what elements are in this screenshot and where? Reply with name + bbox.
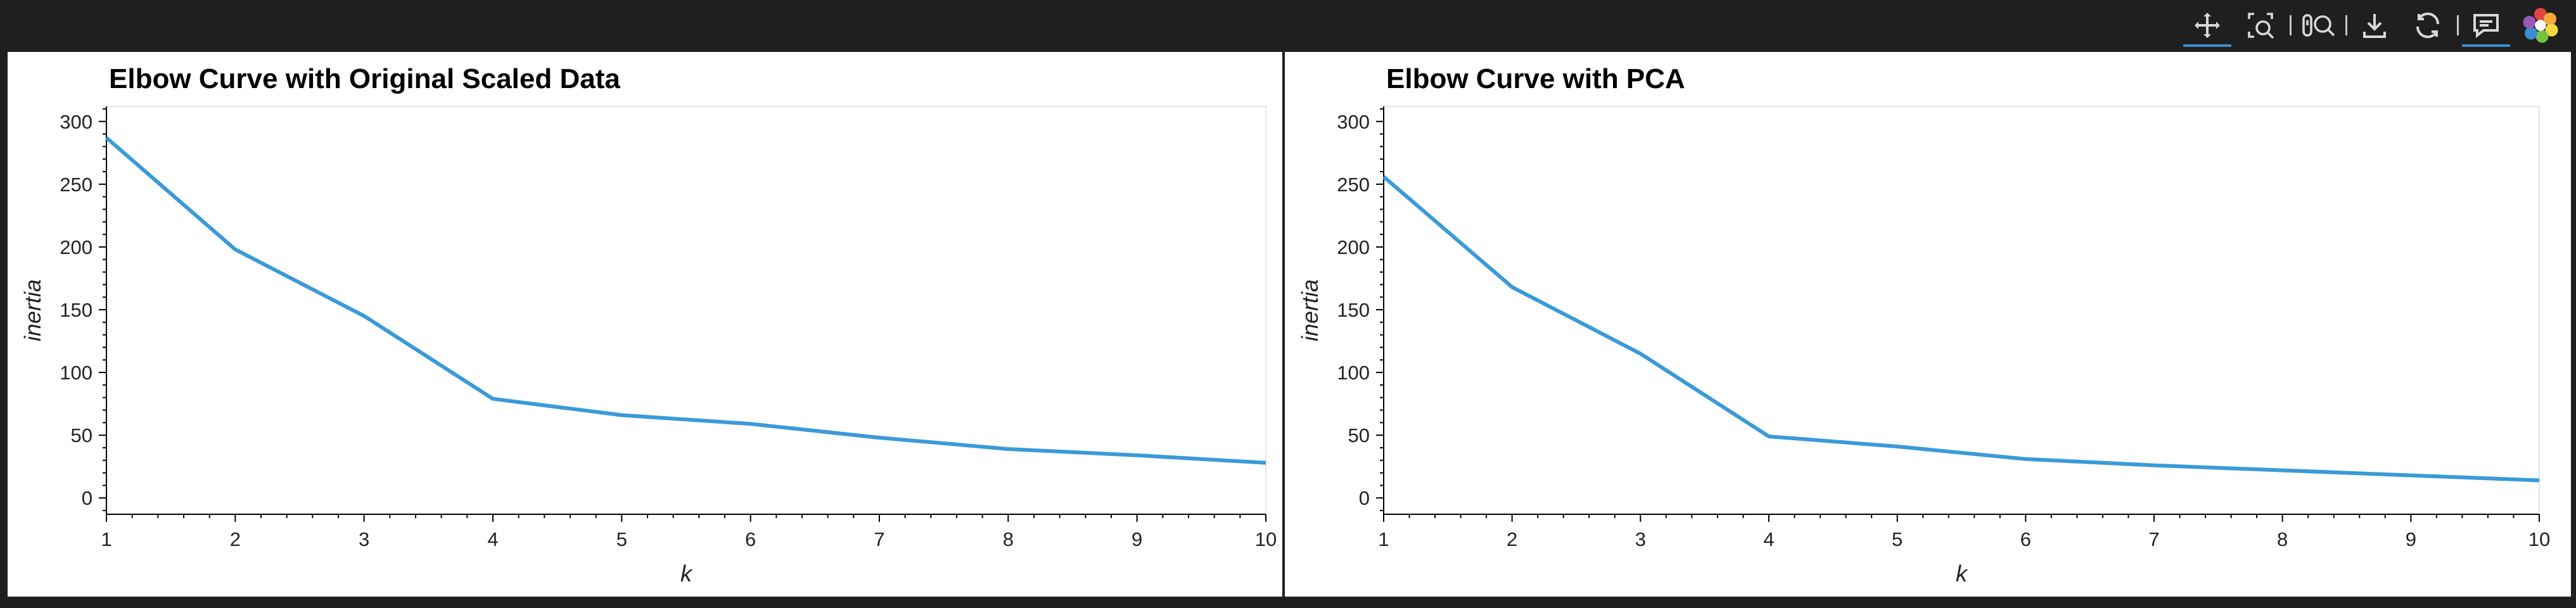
y-tick-label: 0 xyxy=(1359,487,1370,509)
chart-title: Elbow Curve with PCA xyxy=(1386,63,1685,94)
x-tick-label: 5 xyxy=(616,528,627,550)
x-tick-label: 9 xyxy=(1132,528,1142,550)
y-tick-label: 50 xyxy=(1348,424,1370,446)
chart-panel-pca: Elbow Curve with PCA 0 50 100 150 200 250 300 1… xyxy=(1285,52,2571,597)
chart-title: Elbow Curve with Original Scaled Data xyxy=(109,63,620,94)
x-tick-label: 3 xyxy=(1635,528,1646,550)
y-tick-label: 200 xyxy=(60,236,92,258)
y-tick-label: 100 xyxy=(60,362,92,384)
bokeh-logo-icon xyxy=(2523,8,2558,43)
elbow-chart-original[interactable]: 0 50 100 150 200 250 300 1 2 3 4 5 6 7 8 9 10 k inertia xyxy=(8,52,1282,597)
y-axis-label: inertia xyxy=(20,279,46,341)
x-tick-label: 3 xyxy=(359,528,369,550)
x-tick-label: 10 xyxy=(1255,528,1277,550)
x-tick-label: 4 xyxy=(1763,528,1774,550)
y-tick-label: 250 xyxy=(1337,174,1370,196)
x-tick-label: 10 xyxy=(2528,528,2550,550)
y-axis-label: inertia xyxy=(1297,279,1323,341)
x-tick-label: 2 xyxy=(1507,528,1517,550)
y-tick-label: 300 xyxy=(60,111,92,133)
elbow-chart-pca[interactable]: 0 50 100 150 200 250 300 1 2 3 4 5 6 7 8 9 10 k inertia xyxy=(1285,52,2571,597)
x-tick-label: 8 xyxy=(2277,528,2288,550)
reset-icon xyxy=(2416,12,2440,39)
box-zoom-tool-button[interactable] xyxy=(2235,5,2286,46)
chart-panel-original: Elbow Curve with Original Scaled Data 0 5… xyxy=(8,52,1282,597)
x-tick-label: 1 xyxy=(101,528,112,550)
y-tick-label: 300 xyxy=(1337,111,1370,133)
x-tick-label: 8 xyxy=(1003,528,1014,550)
x-axis-label: k xyxy=(680,560,693,586)
toolbar-separator xyxy=(2457,15,2459,35)
hover-tool-button[interactable] xyxy=(2461,5,2511,47)
plot-toolbar xyxy=(0,0,2576,51)
x-tick-label: 7 xyxy=(874,528,884,550)
x-tick-label: 7 xyxy=(2148,528,2159,550)
y-tick-label: 250 xyxy=(60,174,92,196)
pan-tool-button[interactable] xyxy=(2182,5,2233,47)
panel-divider xyxy=(1282,52,1285,597)
hover-tooltip-icon xyxy=(2473,14,2499,39)
save-tool-button[interactable] xyxy=(2349,5,2400,46)
reset-tool-button[interactable] xyxy=(2402,5,2453,46)
x-tick-label: 4 xyxy=(487,528,498,550)
x-tick-label: 5 xyxy=(1892,528,1903,550)
x-axis-label: k xyxy=(1956,560,1968,586)
y-tick-label: 50 xyxy=(71,424,92,446)
y-tick-label: 150 xyxy=(1337,299,1370,321)
bokeh-logo-link[interactable] xyxy=(2515,5,2566,46)
x-tick-label: 1 xyxy=(1378,528,1389,550)
y-tick-label: 100 xyxy=(1337,362,1370,384)
wheel-zoom-tool-button[interactable] xyxy=(2293,5,2344,46)
pan-move-icon xyxy=(2195,13,2220,38)
toolbar-separator xyxy=(2345,15,2347,35)
x-tick-label: 6 xyxy=(745,528,756,550)
y-tick-label: 0 xyxy=(82,487,92,509)
x-tick-label: 6 xyxy=(2020,528,2031,550)
box-zoom-icon xyxy=(2248,13,2274,39)
series-line xyxy=(105,136,1266,465)
y-tick-label: 150 xyxy=(60,299,92,321)
series-line xyxy=(1382,175,2540,483)
wheel-zoom-icon xyxy=(2302,14,2335,37)
y-tick-label: 200 xyxy=(1337,236,1370,258)
save-download-icon xyxy=(2363,14,2386,38)
toolbar-separator xyxy=(2290,15,2292,35)
x-tick-label: 2 xyxy=(230,528,241,550)
x-tick-label: 9 xyxy=(2406,528,2416,550)
